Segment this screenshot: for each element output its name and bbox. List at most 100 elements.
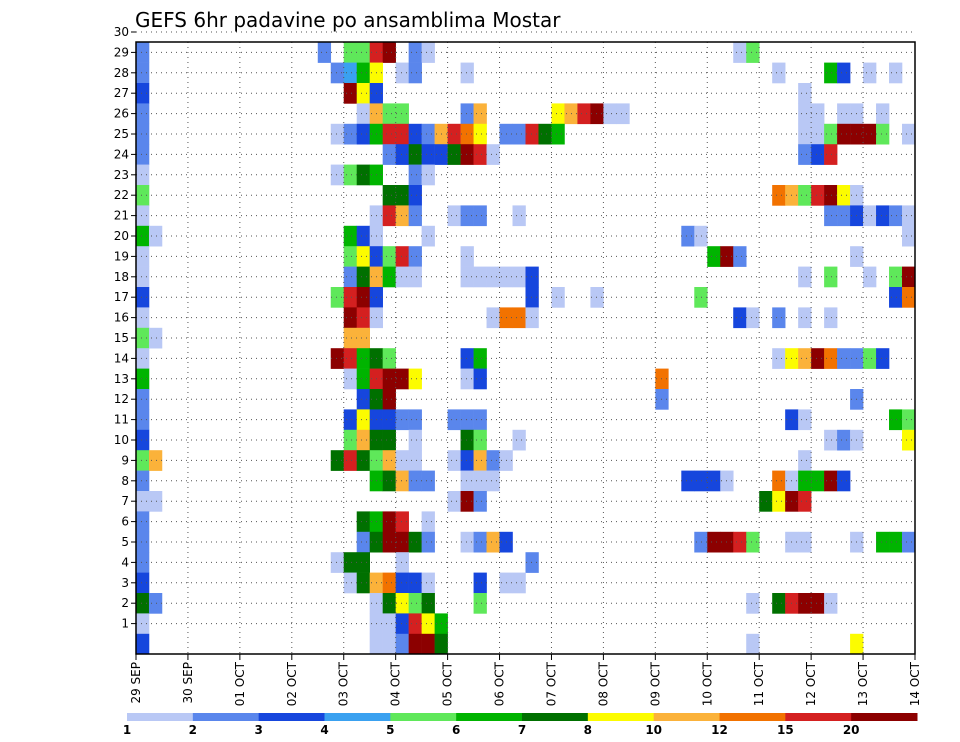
heatmap-cell <box>421 531 435 553</box>
heatmap-cell <box>356 409 370 431</box>
heatmap-cell <box>473 531 487 553</box>
heatmap-cell <box>473 123 487 145</box>
heatmap-cell <box>746 307 760 329</box>
heatmap-cell <box>382 593 396 614</box>
x-tick-label: 30 SEP <box>181 662 195 704</box>
heatmap-cell <box>421 42 435 63</box>
heatmap-cell <box>746 42 760 63</box>
heatmap-cell <box>447 144 461 165</box>
heatmap-cell <box>876 103 890 125</box>
heatmap-cell <box>837 123 851 145</box>
heatmap-cell <box>811 103 825 125</box>
heatmap-cell <box>460 368 474 390</box>
colorbar-label: 20 <box>843 723 860 737</box>
heatmap-cell <box>408 185 422 206</box>
x-tick-label: 12 OCT <box>804 661 818 706</box>
heatmap-cell <box>434 633 448 655</box>
heatmap-cell <box>876 348 890 369</box>
heatmap-cell <box>330 62 345 84</box>
heatmap-cell <box>356 450 370 471</box>
heatmap-cell <box>837 205 851 227</box>
colorbar-swatch <box>192 713 260 721</box>
x-tick-label: 04 OCT <box>389 661 403 706</box>
colorbar-label: 8 <box>584 723 592 737</box>
heatmap-cell <box>863 62 877 84</box>
heatmap-cell <box>460 531 474 553</box>
heatmap-cell <box>356 389 370 410</box>
colorbar-label: 12 <box>711 723 728 737</box>
heatmap-cell <box>447 205 461 227</box>
heatmap-cell <box>343 266 358 288</box>
heatmap-cell <box>473 429 487 451</box>
heatmap-cell <box>408 144 422 165</box>
y-tick-label: 4 <box>121 555 129 569</box>
y-tick-label: 8 <box>121 474 129 488</box>
heatmap-cell <box>837 429 851 451</box>
heatmap-cell <box>525 266 539 288</box>
heatmap-cell <box>460 246 474 267</box>
heatmap-cell <box>460 450 474 471</box>
heatmap-cell <box>408 531 422 553</box>
heatmap-cell <box>317 42 332 63</box>
heatmap-cell <box>460 348 474 369</box>
heatmap-cell <box>395 123 409 145</box>
y-tick-label: 21 <box>114 209 129 223</box>
heatmap-cell <box>707 470 721 492</box>
heatmap-cell <box>473 491 487 512</box>
heatmap-cell <box>356 368 370 390</box>
heatmap-cell <box>408 409 422 431</box>
x-tick-label: 29 SEP <box>129 662 143 704</box>
heatmap-cell <box>798 531 812 553</box>
heatmap-cell <box>408 593 422 614</box>
heatmap-cell <box>837 62 851 84</box>
heatmap-cell <box>486 450 500 471</box>
heatmap-cell <box>772 307 786 329</box>
heatmap-cell <box>408 613 422 635</box>
heatmap-cell <box>902 225 916 247</box>
heatmap-cell <box>395 572 409 594</box>
x-tick-label: 08 OCT <box>596 661 610 706</box>
colorbar: 1 2 3 4 5 6 7 8 10 12 15 20 <box>123 713 918 737</box>
heatmap-cell <box>473 409 487 431</box>
heatmap-cell <box>746 531 760 553</box>
heatmap-cell <box>343 246 358 267</box>
heatmap-cell <box>460 144 474 165</box>
heatmap-cell <box>902 531 916 553</box>
heatmap-cell <box>889 266 903 288</box>
heatmap-cell <box>356 429 370 451</box>
colorbar-label: 5 <box>386 723 394 737</box>
heatmap-cell <box>889 205 903 227</box>
colorbar-swatch <box>456 713 523 721</box>
heatmap-cell <box>136 368 150 390</box>
y-tick-label: 29 <box>114 45 129 59</box>
chart-title: GEFS 6hr padavine po ansamblima Mostar <box>135 8 561 32</box>
heatmap-cell <box>798 409 812 431</box>
y-tick-label: 9 <box>121 453 129 467</box>
y-tick-label: 10 <box>114 433 129 447</box>
heatmap-cell <box>421 572 435 594</box>
colorbar-swatch <box>653 713 720 721</box>
y-tick-label: 19 <box>114 249 129 263</box>
heatmap-cell <box>148 593 163 614</box>
heatmap-cell <box>460 123 474 145</box>
heatmap-cell <box>876 123 890 145</box>
heatmap-cell <box>889 531 903 553</box>
heatmap-cell <box>356 572 370 594</box>
heatmap-cell <box>824 62 838 84</box>
heatmap-cell <box>382 368 396 390</box>
y-tick-label: 1 <box>121 617 129 631</box>
heatmap-cell <box>343 572 358 594</box>
heatmap-cell <box>811 123 825 145</box>
heatmap-cell <box>395 62 409 84</box>
heatmap-cell <box>512 307 526 329</box>
heatmap-cell <box>512 572 526 594</box>
heatmap-cell <box>408 266 422 288</box>
colorbar-label: 1 <box>123 723 131 737</box>
colorbar-label: 7 <box>518 723 526 737</box>
heatmap-cell <box>694 287 708 308</box>
heatmap-cell <box>343 62 358 84</box>
heatmap-cell <box>447 491 461 512</box>
heatmap-cell <box>330 450 345 471</box>
heatmap-cell <box>460 62 474 84</box>
